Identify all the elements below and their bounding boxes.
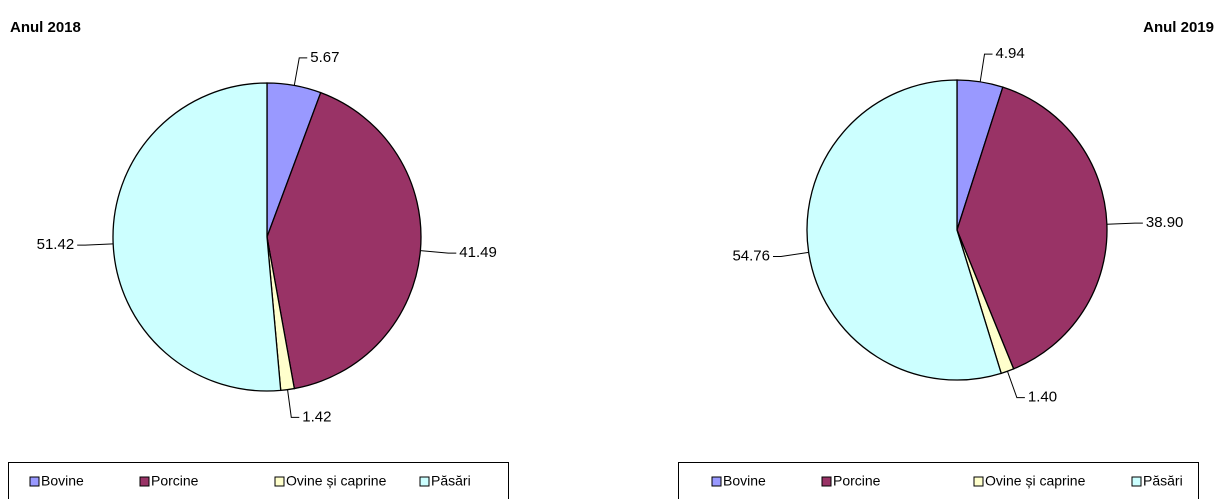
pie-slice xyxy=(956,86,1108,370)
data-label: 51.42 xyxy=(37,236,75,253)
pie-slice xyxy=(806,79,1003,381)
legend-swatch xyxy=(821,476,832,487)
data-label: 1.42 xyxy=(302,408,331,425)
legend-swatch xyxy=(973,476,984,487)
pie-slice xyxy=(266,91,422,390)
data-label: 1.40 xyxy=(1028,389,1057,406)
legend-label: Bovine xyxy=(41,473,84,489)
legend-label: Porcine xyxy=(833,473,881,489)
legend-label: Ovine și caprine xyxy=(985,473,1086,489)
chart-title: Anul 2019 xyxy=(1143,19,1214,36)
chart-title: Anul 2018 xyxy=(10,19,81,36)
leader-line xyxy=(772,251,809,258)
leader-line xyxy=(293,57,308,86)
legend-swatch xyxy=(1131,476,1142,487)
data-label: 41.49 xyxy=(459,244,497,261)
leader-line xyxy=(287,389,300,418)
data-label: 54.76 xyxy=(732,247,770,264)
data-label: 4.94 xyxy=(996,45,1025,62)
pie-slice xyxy=(112,82,282,392)
legend-label: Porcine xyxy=(151,473,199,489)
legend-label: Păsări xyxy=(431,473,471,489)
legend-swatch xyxy=(419,476,430,487)
leader-line xyxy=(77,243,114,246)
legend-swatch xyxy=(274,476,285,487)
leader-line xyxy=(420,250,457,254)
legend-label: Ovine și caprine xyxy=(286,473,387,489)
legend-swatch xyxy=(29,476,40,487)
legend-label: Păsări xyxy=(1143,473,1183,489)
leader-line xyxy=(979,53,993,82)
data-label: 5.67 xyxy=(310,49,339,66)
legend-label: Bovine xyxy=(723,473,766,489)
legend-swatch xyxy=(139,476,150,487)
leader-line xyxy=(1106,222,1143,225)
leader-line xyxy=(1006,371,1025,399)
legend-swatch xyxy=(711,476,722,487)
data-label: 38.90 xyxy=(1146,214,1184,231)
